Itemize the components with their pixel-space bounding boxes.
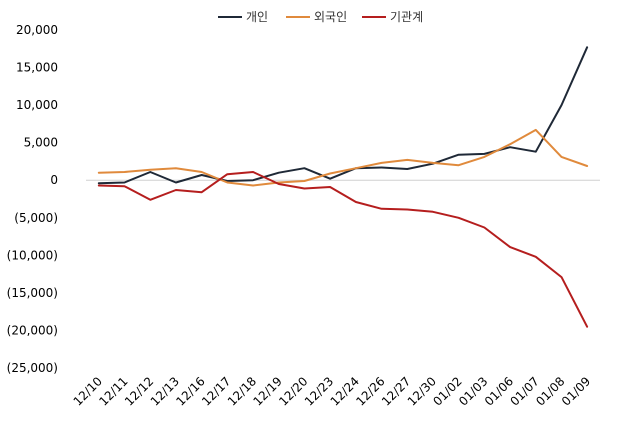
y-tick-label: 15,000: [16, 61, 58, 75]
legend: 개인 외국인 기관계: [218, 10, 423, 24]
y-tick-label: 10,000: [16, 98, 58, 112]
series-line: [97, 46, 589, 185]
y-tick-label: 5,000: [24, 136, 58, 150]
x-axis-ticks: 12/1012/1112/1212/1312/1612/1712/1812/19…: [71, 374, 594, 408]
legend-label: 개인: [246, 10, 268, 24]
y-axis-ticks: 20,000 15,000 10,000 5,000 0 (5,000) (10,000) (…: [7, 23, 58, 375]
series-line: [97, 128, 589, 187]
y-tick-label: 0: [50, 173, 58, 187]
series-layer: [97, 46, 589, 328]
legend-label: 외국인: [314, 10, 347, 24]
legend-label: 기관계: [390, 10, 423, 24]
y-tick-label: (5,000): [14, 211, 58, 225]
y-tick-label: 20,000: [16, 23, 58, 37]
y-tick-label: (15,000): [7, 286, 58, 300]
x-tick-label: 01/09: [559, 374, 593, 408]
series-line: [97, 171, 589, 328]
y-tick-label: (20,000): [7, 323, 58, 337]
y-tick-label: (10,000): [7, 248, 58, 262]
y-tick-label: (25,000): [7, 361, 58, 375]
